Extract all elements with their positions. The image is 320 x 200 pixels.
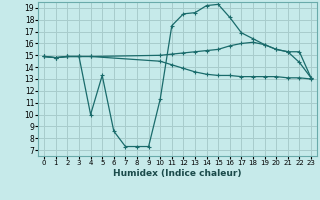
X-axis label: Humidex (Indice chaleur): Humidex (Indice chaleur) bbox=[113, 169, 242, 178]
